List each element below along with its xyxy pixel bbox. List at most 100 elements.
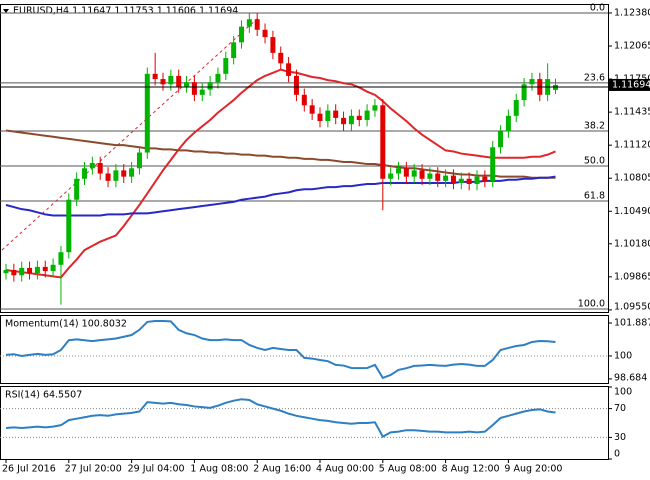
price-label: 1.11694 (612, 79, 650, 90)
candle-body (403, 168, 409, 177)
y-tick-label: 1.11120 (614, 140, 650, 151)
candle-body (34, 266, 40, 274)
indicator-title: Momentum(14) 100.8032 (5, 319, 127, 330)
x-tick-label: 4 Aug 00:00 (316, 464, 374, 475)
y-tick-label: 100 (614, 350, 632, 361)
menu-arrow (3, 9, 9, 13)
candle-body (529, 79, 535, 85)
moving-average (5, 175, 556, 217)
candle-body (396, 168, 401, 174)
candle-body (74, 178, 80, 200)
candle-body (356, 115, 362, 120)
fib-label: 100.0 (578, 298, 605, 309)
indicator-line (5, 320, 556, 380)
candle-body (176, 75, 182, 87)
y-tick-label: 0 (614, 449, 620, 460)
candle-body (160, 79, 166, 85)
candle-body (364, 110, 370, 120)
candle-body (113, 170, 119, 181)
candle-body (466, 178, 472, 184)
price-box (609, 78, 650, 91)
x-tick-label: 29 Jul 04:00 (128, 464, 185, 475)
candle-body (513, 100, 519, 116)
chart-title: EURUSD,H4 1.11647 1.11753 1.11606 1.1169… (13, 6, 238, 17)
fib-label: 38.2 (584, 121, 605, 132)
candle-body (348, 115, 354, 125)
candle-body (458, 178, 464, 183)
y-tick-label: 1.09865 (614, 271, 650, 282)
candle-body (498, 131, 504, 148)
fib-label: 23.6 (584, 72, 605, 83)
candle-body (223, 58, 229, 74)
candle-body (419, 170, 425, 179)
x-tick-label: 27 Jul 20:00 (65, 464, 122, 475)
y-tick-label: 1.12380 (614, 7, 650, 18)
candle-body (152, 73, 158, 80)
y-tick-label: 1.11435 (614, 107, 650, 118)
candle-body (3, 270, 9, 274)
candle-body (427, 173, 433, 179)
panel-frame (0, 386, 609, 460)
candle-body (129, 168, 135, 177)
fib-label: 0.0 (590, 2, 605, 13)
candle-body (191, 82, 197, 95)
panel-frame (0, 4, 609, 313)
candle-body (58, 252, 64, 265)
candle-body (97, 163, 103, 174)
panel-frame (0, 315, 609, 384)
candle-body (199, 89, 205, 95)
candle-body (42, 266, 48, 272)
indicator-title: RSI(14) 64.5507 (5, 390, 82, 401)
candle-body (278, 52, 284, 64)
y-tick-label: 1.10490 (614, 206, 650, 217)
candle-body (317, 113, 323, 122)
candle-body (443, 175, 449, 181)
moving-average (5, 68, 556, 279)
candle-body (262, 29, 268, 38)
candle-body (372, 105, 378, 111)
y-tick-label: 98.684 (614, 373, 647, 384)
x-tick-label: 8 Aug 12:00 (442, 464, 500, 475)
x-tick-label: 2 Aug 16:00 (253, 464, 311, 475)
y-tick-label: 1.12065 (614, 41, 650, 52)
candle-body (293, 75, 299, 95)
candle-body (184, 82, 190, 87)
candle-body (254, 19, 260, 30)
candle-body (482, 176, 488, 181)
y-tick-label: 70 (614, 403, 626, 414)
moving-average (5, 129, 556, 179)
candle-body (11, 270, 17, 276)
y-tick-label: 100 (614, 387, 632, 398)
candle-body (333, 110, 339, 118)
candle-body (50, 264, 56, 272)
candle-body (121, 170, 127, 177)
x-tick-label: 26 Jul 2016 (2, 464, 56, 475)
candle-body (144, 73, 150, 153)
candle-body (27, 267, 33, 274)
candle-body (301, 94, 307, 106)
candle-body (490, 147, 496, 181)
x-tick-label: 9 Aug 20:00 (504, 464, 562, 475)
y-tick-label: 1.10180 (614, 238, 650, 249)
y-tick-label: 30 (614, 432, 626, 443)
candle-body (505, 115, 511, 132)
indicator-line (5, 398, 556, 439)
candle-body (136, 152, 142, 169)
candle-body (286, 63, 292, 76)
y-tick-label: 1.10805 (614, 173, 650, 184)
candle-body (435, 173, 441, 181)
candle-body (89, 163, 95, 169)
candle-body (105, 173, 111, 181)
candle-body (207, 82, 213, 90)
candle-body (341, 117, 347, 125)
candle-body (82, 168, 87, 179)
y-tick-label: 1.09550 (614, 302, 650, 313)
candle-body (246, 19, 252, 27)
candle-body (380, 105, 386, 179)
candle-body (411, 170, 417, 177)
candle-body (66, 199, 72, 253)
fib-label: 61.8 (584, 190, 605, 201)
candle-body (450, 175, 456, 183)
